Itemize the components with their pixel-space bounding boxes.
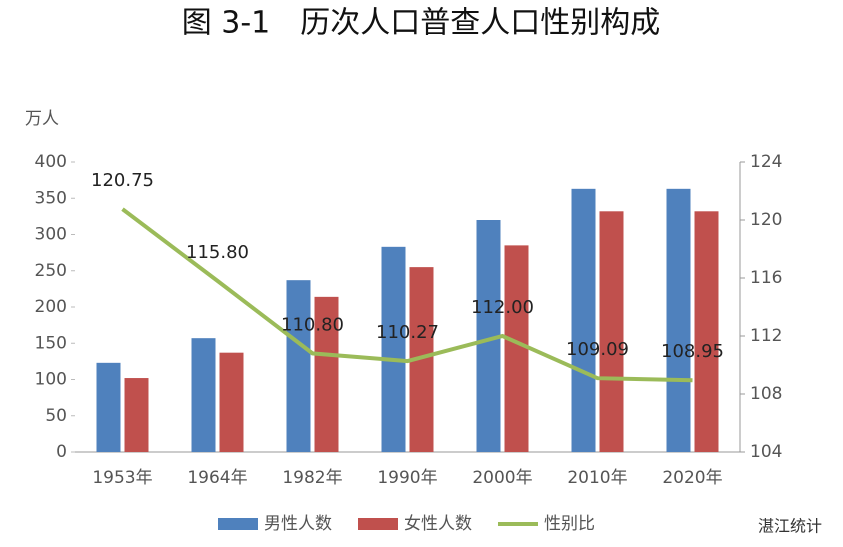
y2-tick-label: 124: [750, 152, 782, 172]
bar: [286, 280, 311, 452]
bar: [124, 378, 149, 452]
value-label: 115.80: [186, 242, 249, 263]
x-tick-label: 2020年: [662, 468, 722, 488]
x-tick-label: 1953年: [92, 468, 152, 488]
y-tick-label: 0: [56, 442, 67, 462]
value-label: 108.95: [661, 341, 724, 362]
value-label: 112.00: [471, 297, 534, 318]
y-tick-label: 50: [45, 406, 67, 426]
value-label: 109.09: [566, 339, 629, 360]
legend-label: 男性人数: [264, 514, 332, 534]
x-tick-label: 1990年: [377, 468, 437, 488]
x-tick-label: 2010年: [567, 468, 627, 488]
line: [121, 207, 693, 383]
chart-title: 图 3-1 历次人口普查人口性别构成: [182, 6, 661, 41]
x-tick-label: 1964年: [187, 468, 247, 488]
y-tick-label: 250: [35, 261, 67, 281]
legend-label: 性别比: [544, 514, 595, 534]
y2-tick-label: 116: [750, 268, 782, 288]
y2-tick-label: 112: [750, 326, 782, 346]
watermark: 湛江统计: [758, 517, 822, 536]
bar: [571, 188, 596, 452]
legend-swatch: [358, 518, 398, 530]
y-tick-label: 350: [35, 188, 67, 208]
bar: [96, 362, 121, 452]
legend-swatch: [218, 518, 258, 530]
y-axis-label: 万人: [25, 109, 59, 129]
bar: [219, 352, 244, 452]
bar: [504, 245, 529, 452]
y2-tick-label: 120: [750, 210, 782, 230]
value-label: 120.75: [91, 170, 154, 191]
bar: [314, 296, 339, 452]
bar: [191, 338, 216, 452]
legend-label: 女性人数: [404, 514, 472, 534]
y-tick-label: 400: [35, 152, 67, 172]
bar: [694, 211, 719, 452]
x-tick-label: 1982年: [282, 468, 342, 488]
y2-tick-label: 108: [750, 384, 782, 404]
bar: [666, 188, 691, 452]
value-label: 110.27: [376, 322, 439, 343]
bar: [381, 246, 406, 452]
y2-tick-label: 104: [750, 442, 782, 462]
y-tick-label: 200: [35, 297, 67, 317]
bar: [599, 211, 624, 452]
y-tick-label: 300: [35, 225, 67, 245]
y-tick-label: 100: [35, 370, 67, 390]
y-tick-label: 150: [35, 333, 67, 353]
x-tick-label: 2000年: [472, 468, 532, 488]
value-label: 110.80: [281, 314, 344, 335]
